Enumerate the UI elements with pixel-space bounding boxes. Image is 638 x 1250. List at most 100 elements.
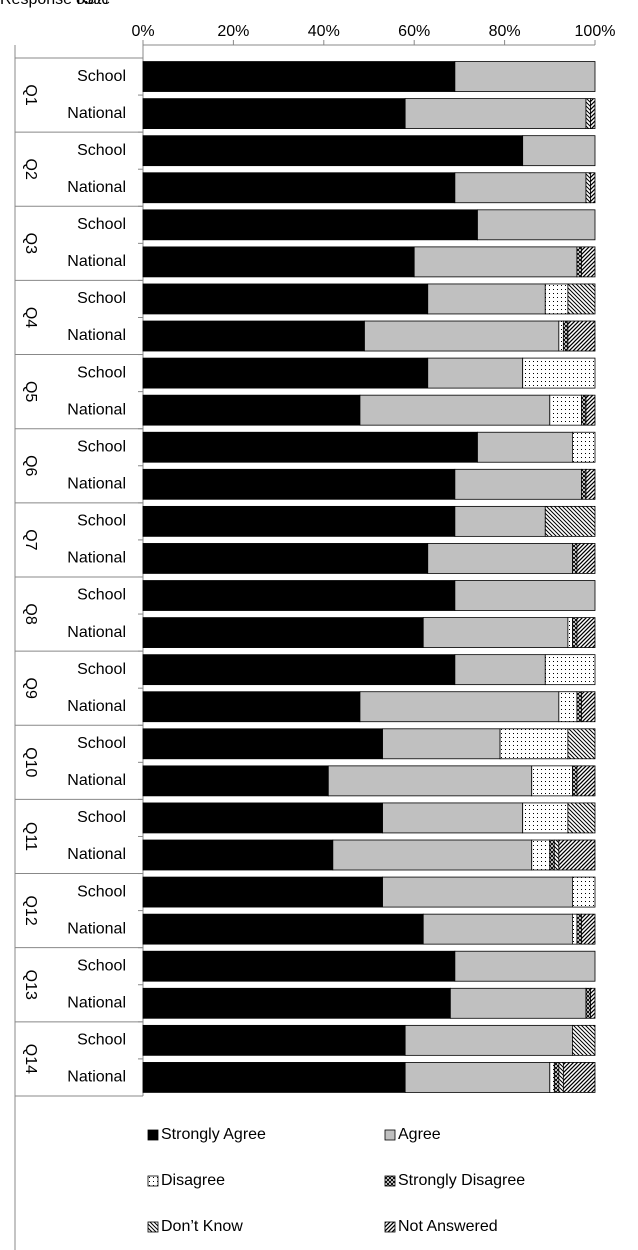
legend-label: Agree <box>398 1126 441 1143</box>
legend-swatch <box>147 1129 159 1141</box>
legend-swatch <box>147 1221 159 1233</box>
bar-label: School <box>77 364 126 381</box>
bar-segment <box>576 617 596 648</box>
bar-segment <box>454 654 546 686</box>
group-label: Q12 <box>22 895 39 925</box>
bar-segment <box>427 543 573 574</box>
x-tick-label: 100% <box>575 23 616 40</box>
bar-segment <box>581 246 596 278</box>
bar-segment <box>558 1062 564 1093</box>
bar-segment <box>382 802 524 834</box>
bar-segment <box>572 1024 596 1056</box>
bar-label: National <box>67 698 126 715</box>
group-label: Q10 <box>22 747 39 777</box>
bar-label: National <box>67 846 126 863</box>
group-label: Q7 <box>22 529 39 550</box>
bar-segment <box>332 839 533 871</box>
bar-segment <box>562 320 569 352</box>
bar-segment <box>142 61 456 92</box>
group-label: Q6 <box>22 455 39 476</box>
bar-segment <box>576 543 596 574</box>
bar-segment <box>142 172 456 204</box>
bar-segment <box>142 691 361 723</box>
legend-swatch <box>384 1221 396 1233</box>
bar-segment <box>581 913 596 945</box>
bar-segment <box>549 1062 555 1093</box>
bar-label: National <box>67 1069 126 1086</box>
bar-segment <box>576 765 596 797</box>
bar-segment <box>359 394 551 426</box>
bar-segment <box>558 320 564 352</box>
bar-segment <box>404 1024 573 1056</box>
annotation: 83% <box>76 0 108 8</box>
group-label: Q5 <box>22 381 39 402</box>
bar-segment <box>531 765 573 797</box>
bar-label: School <box>77 809 126 826</box>
bar-segment <box>413 246 578 278</box>
bar-segment <box>558 691 578 723</box>
bar-label: National <box>67 772 126 789</box>
bar-segment <box>142 98 406 130</box>
bar-segment <box>477 431 573 463</box>
bar-segment <box>581 691 596 723</box>
bar-segment <box>572 617 578 648</box>
bar-segment <box>585 394 596 426</box>
bar-segment <box>142 543 429 574</box>
bar-segment <box>581 468 587 500</box>
bar-segment <box>585 987 591 1019</box>
bar-segment <box>553 839 560 871</box>
bar-segment <box>477 209 596 241</box>
bar-segment <box>522 357 596 389</box>
bar-label: School <box>77 438 126 455</box>
bar-segment <box>142 209 478 241</box>
legend-swatch <box>384 1129 396 1141</box>
bar-segment <box>142 505 456 537</box>
bar-segment <box>558 839 596 871</box>
bar-segment <box>142 580 456 611</box>
group-label: Q2 <box>22 159 39 180</box>
group-label: Q14 <box>22 1044 39 1074</box>
bar-label: National <box>67 105 126 122</box>
bar-segment <box>544 283 569 315</box>
bar-label: School <box>77 216 126 233</box>
bar-segment <box>585 172 591 204</box>
bar-segment <box>142 283 429 315</box>
bar-segment <box>382 876 573 908</box>
bar-label: National <box>67 253 126 270</box>
bar-segment <box>576 246 582 278</box>
bar-segment <box>567 617 573 648</box>
bar-segment <box>544 654 596 686</box>
bar-segment <box>142 357 429 389</box>
bar-segment <box>576 691 582 723</box>
bar-segment <box>572 431 596 463</box>
bar-segment <box>572 876 596 908</box>
bar-segment <box>567 728 596 760</box>
bar-label: School <box>77 661 126 678</box>
bar-segment <box>576 913 582 945</box>
bar-segment <box>449 987 587 1019</box>
bar-segment <box>553 1062 560 1093</box>
bar-segment <box>562 1062 596 1093</box>
bar-segment <box>142 431 478 463</box>
x-tick-label: 0% <box>131 23 154 40</box>
bar-segment <box>454 580 596 611</box>
bar-segment <box>404 98 587 130</box>
bar-segment <box>142 765 329 797</box>
bar-segment <box>142 913 424 945</box>
bar-segment <box>142 654 456 686</box>
group-label: Q4 <box>22 307 39 328</box>
bar-label: National <box>67 550 126 567</box>
group-label: Q11 <box>22 822 39 851</box>
bar-label: National <box>67 995 126 1012</box>
bar-segment <box>142 135 524 167</box>
legend-label: Strongly Disagree <box>398 1172 525 1189</box>
bar-label: School <box>77 68 126 85</box>
bar-label: National <box>67 179 126 196</box>
bar-segment <box>531 839 551 871</box>
bar-label: National <box>67 476 126 493</box>
bar-segment <box>585 468 596 500</box>
group-label: Q3 <box>22 233 39 254</box>
annotation: Response Rate <box>0 0 110 8</box>
bar-label: School <box>77 587 126 604</box>
bar-segment <box>142 1062 406 1093</box>
